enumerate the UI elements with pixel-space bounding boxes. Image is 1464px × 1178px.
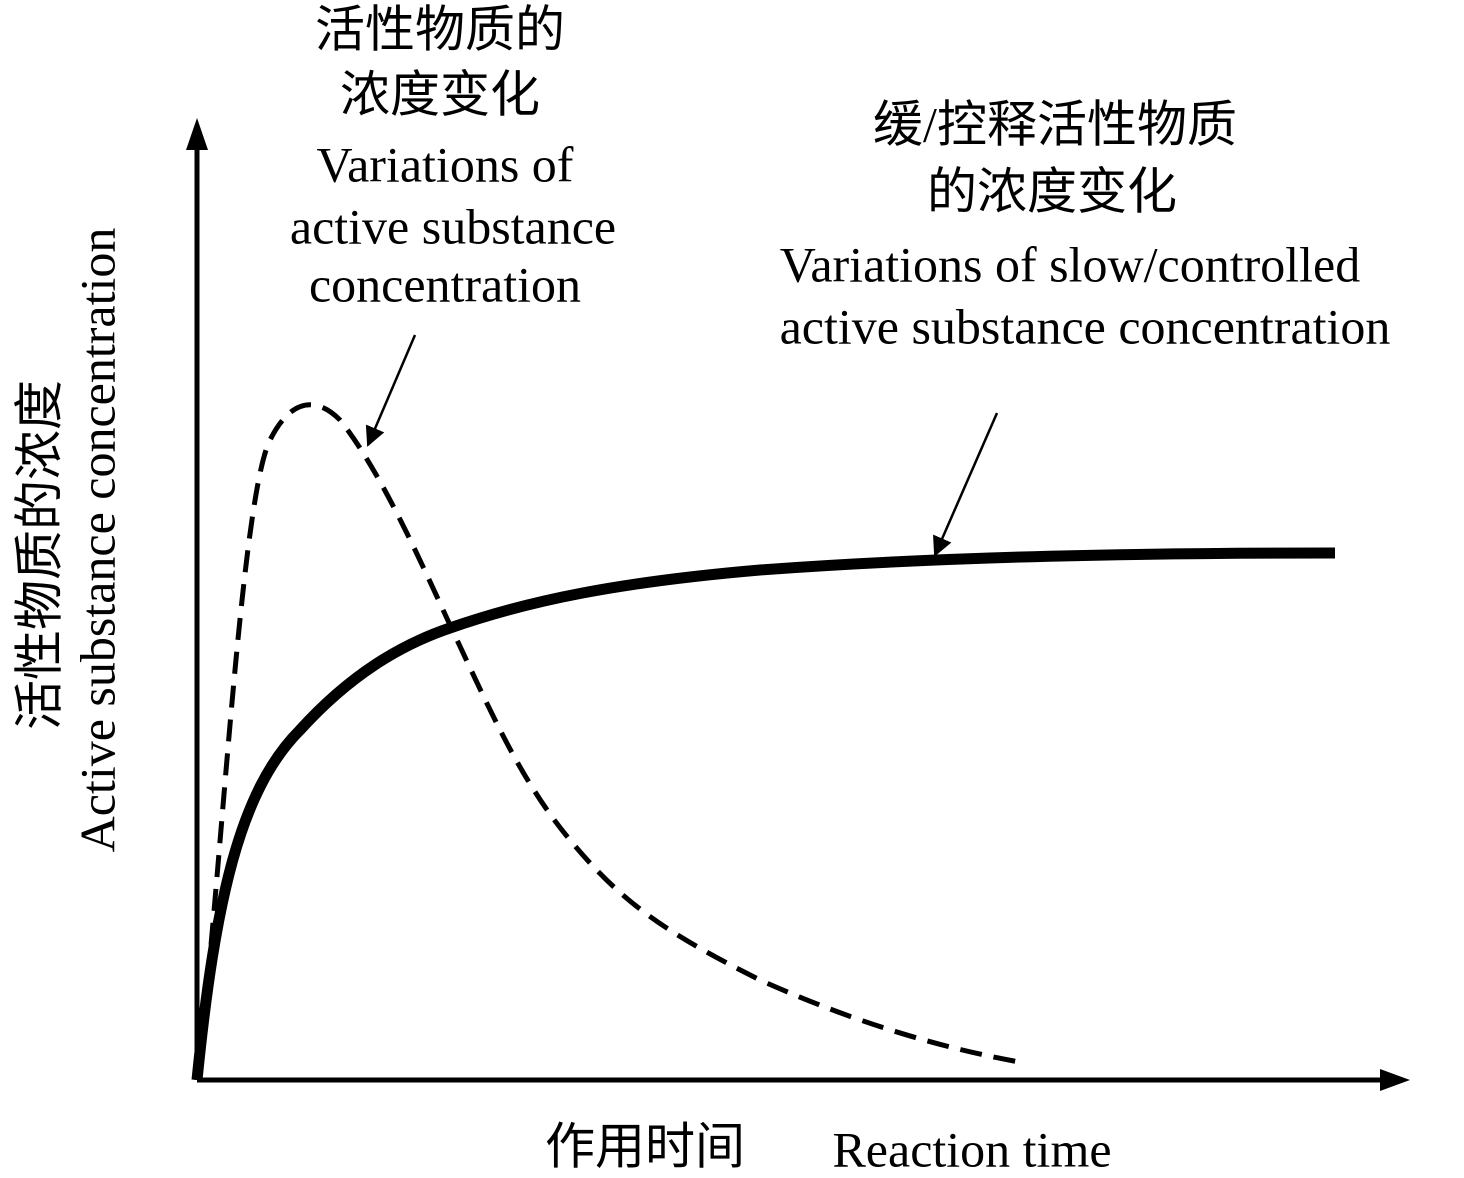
- annotation-zh: 浓度变化: [340, 66, 540, 122]
- x-axis-arrow: [1380, 1069, 1410, 1091]
- annotation-en: active substance: [290, 198, 616, 254]
- pointer-arrow: [933, 412, 999, 557]
- annotation-en: concentration: [309, 256, 581, 312]
- annotation-zh: 活性物质的: [315, 1, 565, 57]
- controlled-curve: [191, 547, 1336, 1081]
- pointer-arrow: [365, 334, 417, 447]
- annotation-en: active substance concentration: [780, 298, 1391, 354]
- annotation-en: Variations of slow/controlled: [780, 236, 1360, 292]
- y-axis-label: Active substance concentration: [69, 228, 125, 853]
- y-axis-label: 活性物质的浓度: [11, 380, 67, 730]
- x-axis-label: 作用时间: [545, 1118, 745, 1174]
- annotation-en: Variations of: [317, 136, 574, 192]
- x-axis-label: Reaction time: [832, 1121, 1111, 1177]
- active-curve: [194, 402, 1026, 1081]
- annotation-zh: 的浓度变化: [927, 163, 1177, 219]
- y-axis-arrow: [186, 118, 208, 150]
- annotation-zh: 缓/控释活性物质: [873, 96, 1237, 152]
